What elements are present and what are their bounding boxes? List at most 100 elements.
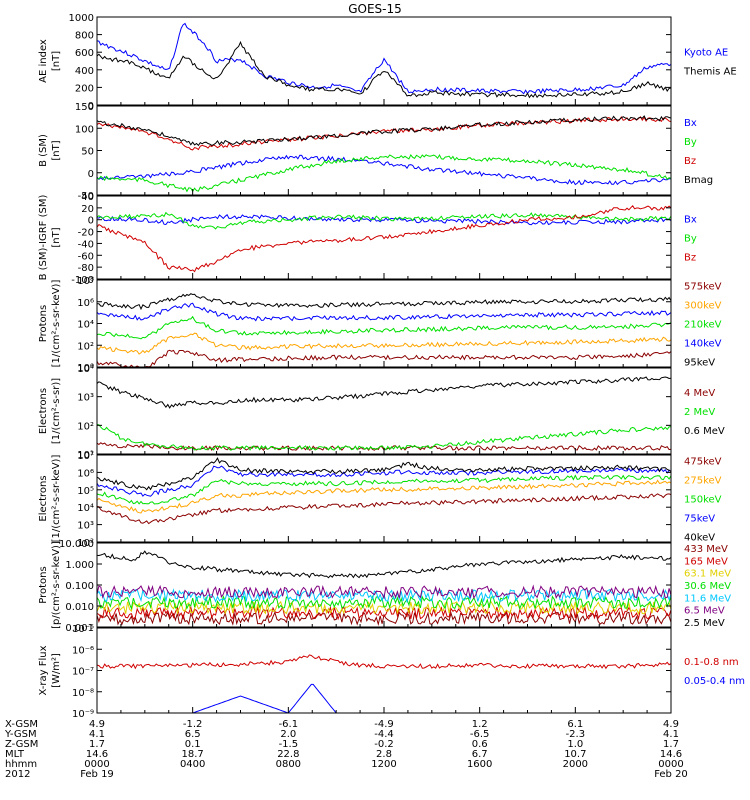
panel-electrons: 10⁴ 10³ 10² 10¹ Electrons [1/(cm²-s-sr)] 4 MeV… [38,364,725,461]
legend-electrons2-2: 150keV [684,495,722,506]
series-line-xray-0 [96,654,672,670]
legend-protons2-1: 165 MeV [684,556,728,567]
plot-frame-bsm [96,105,672,196]
series-line-protons2-3 [96,594,672,611]
panel-ae: 1000 800 600 400 200 0 AE index [nT] Kyoto AE The… [38,13,737,112]
legend-electrons2-3: 75keV [684,514,715,525]
ephemeris-cell-6-1: 4.1 [663,729,679,740]
plot-frame-electrons [96,367,672,455]
series-line-bsm-2 [96,115,672,151]
y-tick-label-electrons2-2: 10⁵ [77,486,94,497]
ephemeris-cell-4-4: 1600 [467,759,492,770]
y-tick-label-protons2-3: 0.010 [65,602,94,613]
series-line-electrons2-2 [96,474,672,505]
y-tick-label-bdiff-6: -80 [78,263,94,274]
y-tick-label-bsm-1: 100 [75,124,94,135]
ephemeris-cell-5-2: 1.0 [567,739,583,750]
y-tick-label-bdiff-5: -60 [78,251,94,262]
legend-bdiff-0: Bx [684,215,697,226]
ephemeris-cell-2-0: -6.1 [279,719,299,730]
ephemeris-cell-3-0: -4.9 [374,719,394,730]
series-line-protons-4 [97,293,672,311]
ephemeris-cell-0-1: 4.1 [89,729,105,740]
y-tick-label-ae-1: 800 [75,31,94,42]
ephemeris-cell-2-3: 22.8 [277,749,299,760]
plot-frame-ae [96,16,672,106]
y-axis-label-electrons2-0: Electrons [38,475,49,521]
ephemeris-row-label-0: X-GSM [5,719,38,730]
ephemeris-cell-1-1: 6.5 [185,729,201,740]
y-tick-label-xray-2: 10⁻⁷ [72,667,94,678]
y-tick-label-bdiff-0: 40 [81,192,94,203]
y-axis-label-electrons2-1: [1/(cm²-s-sr-keV)] [51,455,62,543]
y-tick-label-bsm-4: -50 [78,191,94,202]
ephemeris-cell-6-0: 4.9 [663,719,679,730]
legend-bdiff-1: By [684,234,697,245]
ephemeris-cell-0-4: 0000 [84,759,109,770]
ephemeris-row-label-3: MLT [5,749,25,760]
ephemeris-cell-0-2: 1.7 [89,739,105,750]
y-tick-label-electrons2-4: 10³ [77,521,94,532]
y-axis-label-ae-0: AE index [38,39,49,83]
legend-ae-1: Themis AE [683,67,737,78]
y-tick-label-electrons-0: 10⁴ [77,364,94,375]
y-tick-label-bdiff-1: 20 [81,204,94,215]
y-tick-label-xray-0: 10⁻⁵ [72,624,94,635]
y-axis-label-bsm-1: [nT] [51,140,62,160]
y-tick-label-ae-5: 0 [88,101,94,112]
y-tick-label-protons2-4: 0.001 [65,623,94,634]
y-tick-label-protons2-1: 1.000 [65,560,94,571]
ephemeris-cell-6-5: Feb 20 [654,769,688,780]
ephemeris-row-label-2: Z-GSM [5,739,38,750]
y-tick-label-protons2-2: 0.100 [65,581,94,592]
legend-electrons2-1: 275keV [684,476,722,487]
series-line-ae-1 [96,40,672,99]
y-axis-label-protons2-0: Protons [38,566,49,603]
plot-frame-xray [96,627,672,714]
y-tick-label-protons-4: 10⁰ [77,363,94,374]
series-line-electrons-1 [96,423,672,451]
legend-protons-2: 210keV [684,320,722,331]
ephemeris-row-label-4: hhmm [5,759,37,770]
legend-bdiff-2: Bz [684,253,696,264]
y-tick-label-electrons2-3: 10⁴ [77,503,94,514]
ephemeris-cell-4-3: 6.7 [472,749,488,760]
ephemeris-cell-6-3: 14.6 [660,749,682,760]
ephemeris-cell-0-5: Feb 19 [80,769,114,780]
legend-protons2-5: 6.5 MeV [684,606,725,617]
ephemeris-cell-1-0: -1.2 [183,719,203,730]
series-line-bsm-3 [96,115,672,147]
ephemeris-cell-5-4: 2000 [563,759,588,770]
y-axis-label-bsm-0: B (SM) [38,134,49,167]
ephemeris-cell-2-1: 2.0 [280,729,296,740]
series-line-protons-3 [96,302,672,322]
series-line-bdiff-2 [96,205,672,273]
ephemeris-cell-4-0: 1.2 [472,719,488,730]
panel-protons: 10⁸ 10⁶ 10⁴ 10² 10⁰ Protons [1/(cm²-s-sr-keV)]… [38,276,722,374]
y-tick-label-electrons-1: 10³ [77,393,94,404]
ephemeris-cell-4-2: 0.6 [472,739,488,750]
y-tick-label-xray-1: 10⁻⁶ [72,645,94,656]
plot-frame-protons [96,279,672,368]
legend-electrons-0: 4 MeV [684,388,715,399]
panel-protons2: 10.000 1.000 0.100 0.010 0.001 Protons [p/(cm²… [38,539,731,634]
y-tick-label-electrons2-5: 10² [77,538,94,549]
ephemeris-cell-1-2: 0.1 [185,739,201,750]
ephemeris-cell-6-4: 0000 [658,759,683,770]
legend-xray-1: 0.05-0.4 nm [684,676,745,687]
series-line-electrons2-1 [96,479,672,514]
y-axis-label-xray-0: X-ray Flux [38,645,49,695]
series-line-protons2-5 [96,584,672,600]
ephemeris-cell-6-2: 1.7 [663,739,679,750]
y-tick-label-bdiff-2: 0 [88,216,94,227]
legend-protons2-6: 2.5 MeV [684,618,725,629]
legend-electrons-2: 0.6 MeV [684,426,725,437]
ephemeris-cell-5-0: 6.1 [567,719,583,730]
legend-bsm-3: Bmag [684,175,713,186]
ephemeris-cell-3-4: 1200 [371,759,396,770]
series-line-protons2-6 [96,550,672,579]
legend-protons2-2: 63.1 MeV [684,569,731,580]
ephemeris-cell-2-4: 0800 [276,759,301,770]
series-line-electrons2-4 [96,457,672,491]
y-tick-label-protons-1: 10⁶ [77,298,94,309]
